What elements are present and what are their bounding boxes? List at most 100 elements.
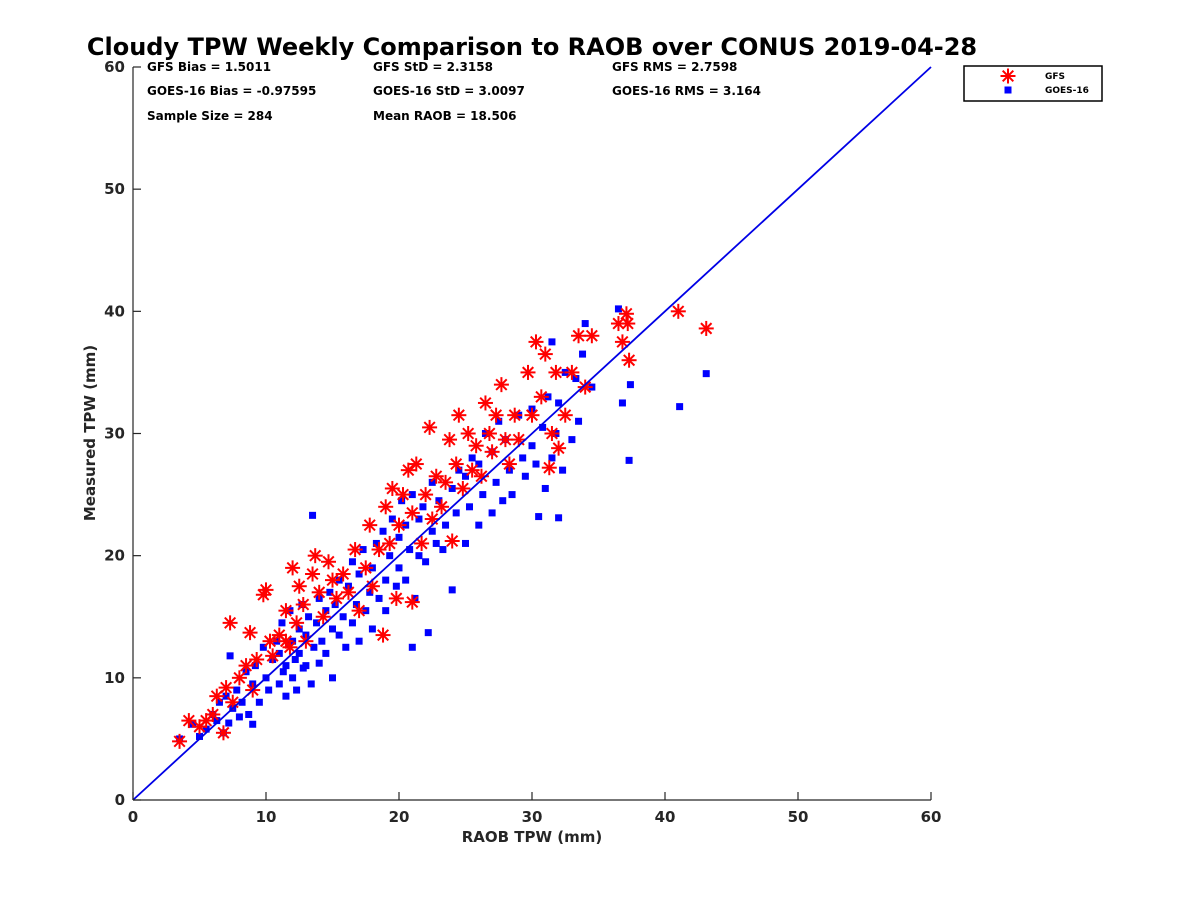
data-point <box>305 613 313 621</box>
data-point <box>404 594 420 610</box>
data-point <box>321 554 337 570</box>
data-point <box>222 615 238 631</box>
data-point <box>452 509 460 517</box>
data-point <box>555 399 563 407</box>
data-point <box>342 643 350 651</box>
data-point <box>279 668 287 676</box>
data-point <box>313 619 321 627</box>
axes-layer: 0 10 20 30 40 50 60 0 10 20 30 40 50 60 <box>104 58 941 826</box>
data-point <box>571 328 587 344</box>
data-point <box>235 713 243 721</box>
data-point <box>462 539 469 547</box>
data-point <box>698 320 714 336</box>
data-point <box>347 542 363 558</box>
data-point <box>448 456 464 472</box>
data-point <box>488 407 504 423</box>
data-point <box>406 546 414 554</box>
data-point <box>428 468 444 484</box>
data-point <box>259 643 267 651</box>
data-point <box>352 601 360 609</box>
data-point <box>355 570 363 578</box>
data-point <box>434 499 450 515</box>
data-point <box>215 698 223 706</box>
data-point <box>362 517 378 533</box>
legend-box <box>963 65 1103 102</box>
data-point <box>325 572 340 588</box>
data-point <box>581 320 589 328</box>
data-point <box>358 560 374 576</box>
data-point <box>311 584 327 600</box>
data-point <box>233 686 241 694</box>
data-point <box>366 588 374 596</box>
data-point <box>404 505 420 521</box>
y-tick-label: 30 <box>104 425 125 443</box>
data-point <box>368 625 376 633</box>
data-point <box>382 607 390 615</box>
data-point <box>371 542 387 558</box>
data-point <box>625 456 633 464</box>
y-tick-label: 50 <box>104 180 125 198</box>
data-point <box>422 419 438 435</box>
data-point <box>507 407 523 423</box>
data-point <box>307 548 323 564</box>
data-point <box>564 364 580 380</box>
data-point <box>388 590 404 606</box>
data-point <box>551 440 567 456</box>
data-point <box>432 539 440 547</box>
x-tick-label: 40 <box>655 808 676 826</box>
data-point <box>497 432 513 448</box>
data-point <box>258 582 274 598</box>
data-point <box>335 631 343 639</box>
data-point <box>579 350 587 358</box>
data-point <box>372 539 380 547</box>
data-point <box>559 466 567 474</box>
data-point <box>310 643 318 651</box>
stats-block: GFS Bias = 1.5011 GFS StD = 2.3158 GFS R… <box>147 60 761 123</box>
data-point <box>444 533 460 549</box>
y-tick-label: 60 <box>104 58 125 76</box>
data-point <box>209 688 225 704</box>
legend-gfs-label: GFS <box>1045 72 1065 82</box>
data-point <box>533 389 549 405</box>
data-point <box>548 338 556 346</box>
data-point <box>309 511 317 519</box>
data-point <box>439 546 447 554</box>
data-point <box>544 426 560 441</box>
data-point <box>378 499 394 515</box>
data-point <box>295 625 303 633</box>
data-point <box>275 649 283 657</box>
data-point <box>328 590 344 606</box>
data-point <box>524 407 540 423</box>
stat-gfs-rms: GFS RMS = 2.7598 <box>612 60 737 74</box>
data-point <box>181 713 197 729</box>
data-point <box>618 399 626 407</box>
data-point <box>475 460 483 468</box>
data-point <box>479 491 487 499</box>
data-point <box>355 637 363 645</box>
data-point <box>391 517 407 533</box>
data-point <box>419 503 427 511</box>
data-point <box>448 586 456 594</box>
data-point <box>451 407 467 423</box>
data-point <box>462 472 469 480</box>
data-point <box>455 480 471 496</box>
data-point <box>335 566 351 582</box>
data-point <box>557 407 573 423</box>
data-point <box>285 560 301 576</box>
data-point <box>245 710 253 718</box>
data-point <box>172 733 188 749</box>
legend: GFS GOES-16 <box>963 65 1103 102</box>
data-point <box>535 513 543 521</box>
data-point <box>315 609 331 625</box>
data-point <box>438 474 454 490</box>
x-tick-label: 10 <box>256 808 277 826</box>
data-point <box>295 597 311 613</box>
data-point <box>575 417 583 425</box>
data-point <box>315 659 323 667</box>
data-point <box>548 454 556 462</box>
data-point <box>408 456 424 472</box>
data-point <box>226 652 234 660</box>
data-point <box>293 686 301 694</box>
data-point <box>614 305 622 313</box>
stat-goes-bias: GOES-16 Bias = -0.97595 <box>147 84 316 98</box>
